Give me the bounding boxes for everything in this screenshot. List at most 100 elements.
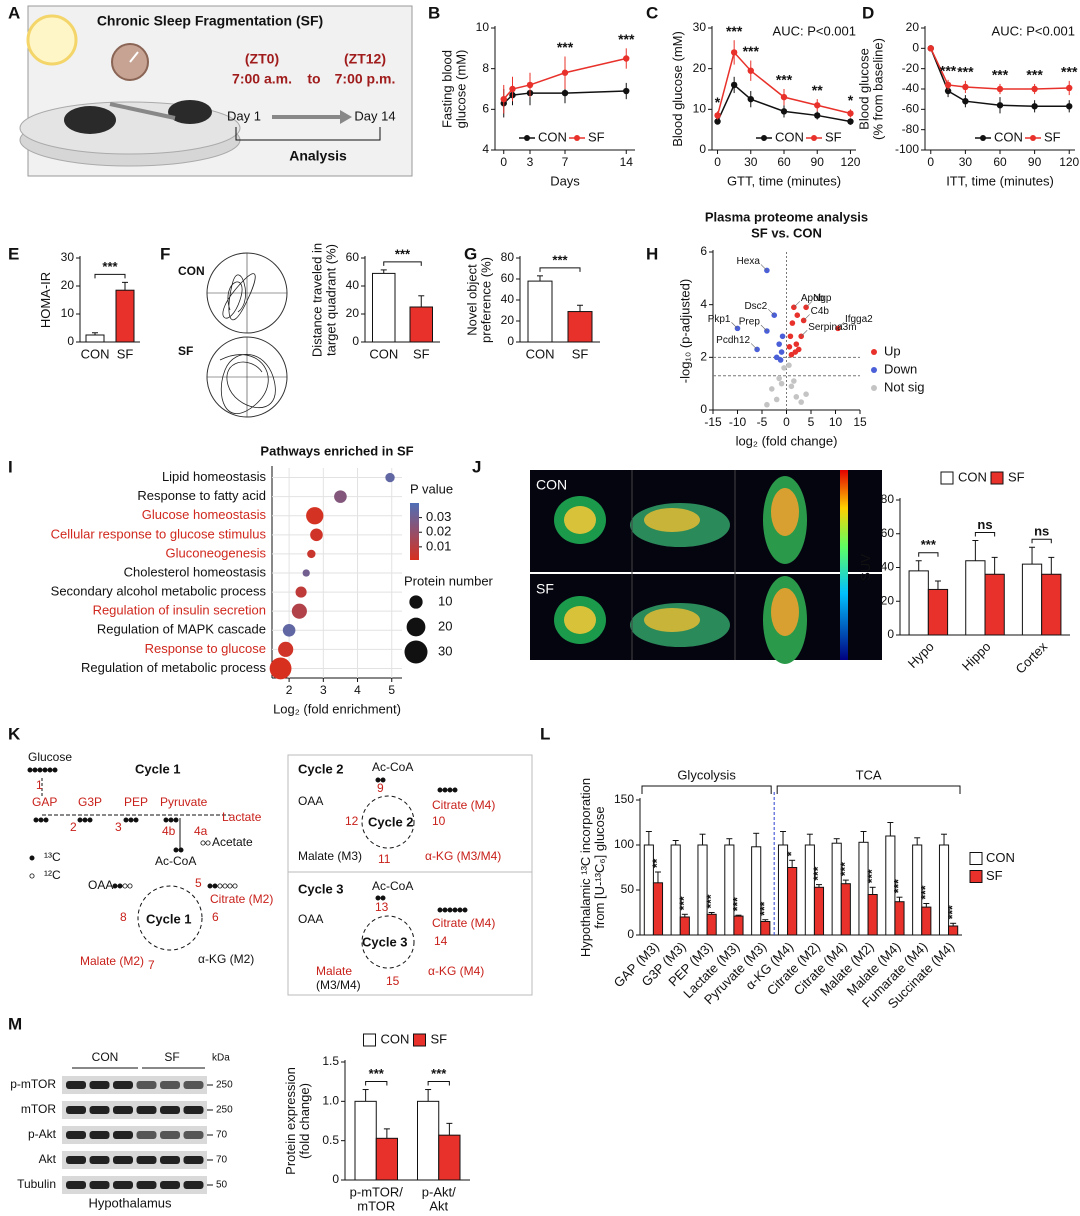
bubble [307, 549, 316, 559]
label-leader [731, 322, 738, 329]
panel-letter: C [646, 3, 658, 22]
carbon-dot [178, 847, 184, 853]
carbon-dot [173, 847, 179, 853]
x-tick-label: p-mTOR/ [350, 1184, 404, 1199]
x-tick-label: 15 [853, 415, 867, 429]
label-leader [803, 314, 810, 321]
x-tick-label: mTOR [357, 1198, 395, 1213]
x-tick-label: 90 [811, 155, 825, 169]
significance: *** [395, 246, 411, 261]
group-label: TCA [856, 767, 882, 782]
panel-a-title: Chronic Sleep Fragmentation (SF) [97, 13, 323, 29]
panel-letter: A [8, 3, 20, 22]
y-tick-label: 0 [332, 1172, 339, 1186]
bar [372, 272, 396, 343]
carbon-dot [29, 873, 35, 879]
x-tick-label: 0 [714, 155, 721, 169]
label-leader [800, 330, 808, 337]
legend-swatch [811, 135, 817, 141]
x-tick-label: SF [572, 346, 589, 361]
day-label: Day 1 [227, 108, 261, 123]
point [962, 83, 969, 91]
y-tick-label: 20 [61, 278, 75, 292]
x-tick-label: 7 [562, 155, 569, 169]
bar [777, 844, 789, 936]
blot-band [66, 1131, 86, 1139]
pet-blob [771, 588, 799, 636]
y-tick-label: Glucose homeostasis [142, 507, 267, 522]
x-tick-label: 90 [1028, 155, 1042, 169]
label-leader [805, 301, 813, 308]
carbon-dot [168, 817, 174, 823]
significance: *** [921, 537, 937, 552]
carbon-dot [232, 883, 238, 889]
arrow-head [340, 110, 352, 124]
y-tick-label: 0 [67, 334, 74, 348]
x-tick-label: 30 [959, 155, 973, 169]
y-tick-label: 100 [614, 837, 634, 851]
diagram-label: Lactate [222, 810, 262, 824]
x-tick-label: 0 [500, 155, 507, 169]
diagram-label: 15 [386, 974, 400, 988]
diagram-label: Malate (M3) [298, 849, 362, 863]
diagram-label: ¹³C [44, 850, 61, 864]
pet-blob [771, 488, 799, 536]
bar [787, 867, 798, 936]
diagram-label: Cycle 1 [146, 911, 192, 926]
carbon-dot [200, 840, 206, 846]
x-tick-label: 3 [320, 683, 327, 697]
cycle-box [287, 754, 533, 996]
image-label: CON [536, 477, 567, 493]
colorbar [410, 503, 419, 560]
analysis-bracket [235, 127, 381, 141]
panel-letter: K [8, 724, 21, 743]
bar [643, 844, 654, 936]
y-axis-label: Protein expression [283, 1067, 298, 1175]
significance: *** [757, 901, 771, 915]
legend-label: SF [1044, 129, 1061, 144]
carbon-dot [123, 817, 129, 823]
diagram-label: α-KG (M4) [428, 964, 484, 978]
carbon-dot [452, 787, 458, 793]
y-tick-label: 60 [501, 271, 515, 285]
bar [115, 289, 135, 343]
point [714, 118, 721, 125]
point [777, 357, 784, 363]
sig-bracket [918, 552, 939, 557]
point [996, 102, 1004, 109]
x-tick-label: 30 [744, 155, 758, 169]
point [730, 81, 738, 89]
carbon-dot [122, 883, 128, 889]
bubble [306, 507, 324, 525]
y-axis-label: Novel object [464, 264, 479, 336]
point [776, 341, 782, 347]
diagram-label: G3P [78, 795, 102, 809]
legend-swatch [980, 135, 986, 141]
y-tick-label: 4 [482, 142, 489, 156]
significance: *** [431, 1066, 447, 1081]
legend-label: SF [431, 1031, 448, 1046]
carbon-dot [77, 817, 83, 823]
point [509, 85, 516, 93]
diagram-label: Ac-CoA [372, 760, 413, 774]
diagram-label: OAA [298, 912, 323, 926]
y-tick-label: 6 [700, 244, 707, 258]
bar [921, 906, 932, 936]
bar [760, 921, 771, 936]
point-label: Serpina3m [808, 322, 856, 333]
blot-band [160, 1156, 180, 1164]
bar [948, 925, 959, 936]
y-tick-label: 0 [352, 334, 359, 348]
diagram-label: Citrate (M4) [432, 798, 495, 812]
y-tick-label: 1.0 [322, 1094, 339, 1108]
point [779, 333, 786, 340]
point [500, 95, 507, 103]
carbon-dot [32, 767, 38, 773]
panel-j-images: CON SF [530, 470, 882, 664]
point [780, 108, 788, 115]
label-leader [793, 301, 801, 308]
blot-band [136, 1156, 157, 1164]
bar [894, 901, 905, 936]
x-tick-label: 120 [840, 155, 860, 169]
time-label: (ZT12) [344, 51, 386, 67]
